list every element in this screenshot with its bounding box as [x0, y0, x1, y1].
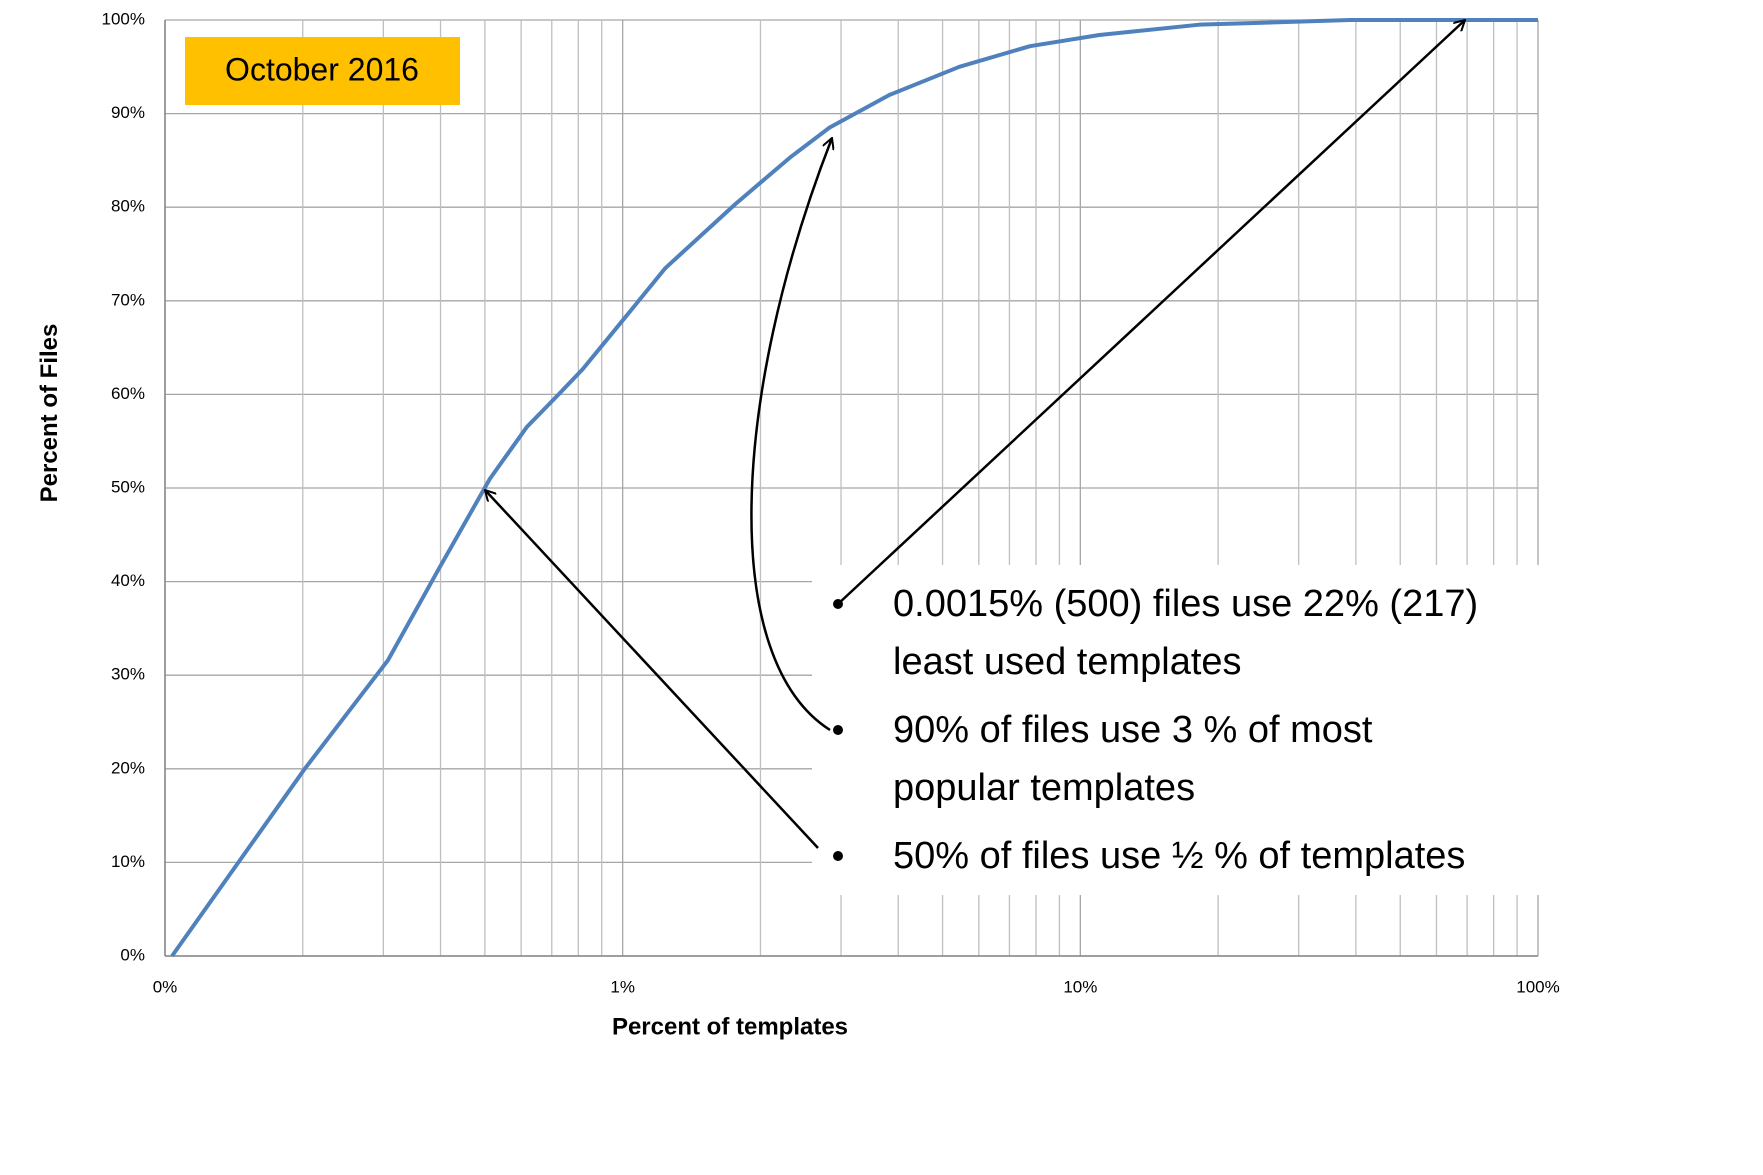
arrow: [837, 20, 1465, 605]
bullet: [833, 851, 843, 861]
y-tick-label: 20%: [111, 758, 145, 777]
x-tick-label: 100%: [1516, 977, 1559, 996]
bullet-text: least used templates: [893, 641, 1242, 683]
y-axis-label: Percent of Files: [36, 323, 63, 503]
x-tick-label: 10%: [1063, 977, 1097, 996]
y-tick-label: 70%: [111, 290, 145, 309]
x-tick-label: 0%: [153, 977, 178, 996]
y-tick-label: 50%: [111, 477, 145, 496]
arrow: [485, 490, 819, 849]
arrow: [750, 138, 832, 732]
y-tick-label: 60%: [111, 384, 145, 403]
bullet-text: popular templates: [893, 767, 1195, 809]
bullet-text: 90% of files use 3 % of most: [893, 709, 1373, 751]
bullet: [833, 599, 843, 609]
y-tick-label: 30%: [111, 665, 145, 684]
annotation-text: October 2016: [225, 51, 419, 87]
y-tick-label: 0%: [120, 945, 145, 964]
bullet-text: 0.0015% (500) files use 22% (217): [893, 583, 1478, 625]
annotation-box: [185, 37, 460, 105]
bullet-text: 50% of files use ½ % of templates: [893, 835, 1465, 877]
annotation-backdrop: [812, 565, 1557, 895]
bullet: [833, 725, 843, 735]
x-axis-label: Percent of templates: [612, 1013, 848, 1040]
data-line: [170, 18, 1538, 958]
y-tick-label: 40%: [111, 571, 145, 590]
y-tick-label: 80%: [111, 197, 145, 216]
y-tick-label: 100%: [102, 9, 145, 28]
y-tick-label: 90%: [111, 103, 145, 122]
y-tick-label: 10%: [111, 852, 145, 871]
x-tick-label: 1%: [610, 977, 635, 996]
